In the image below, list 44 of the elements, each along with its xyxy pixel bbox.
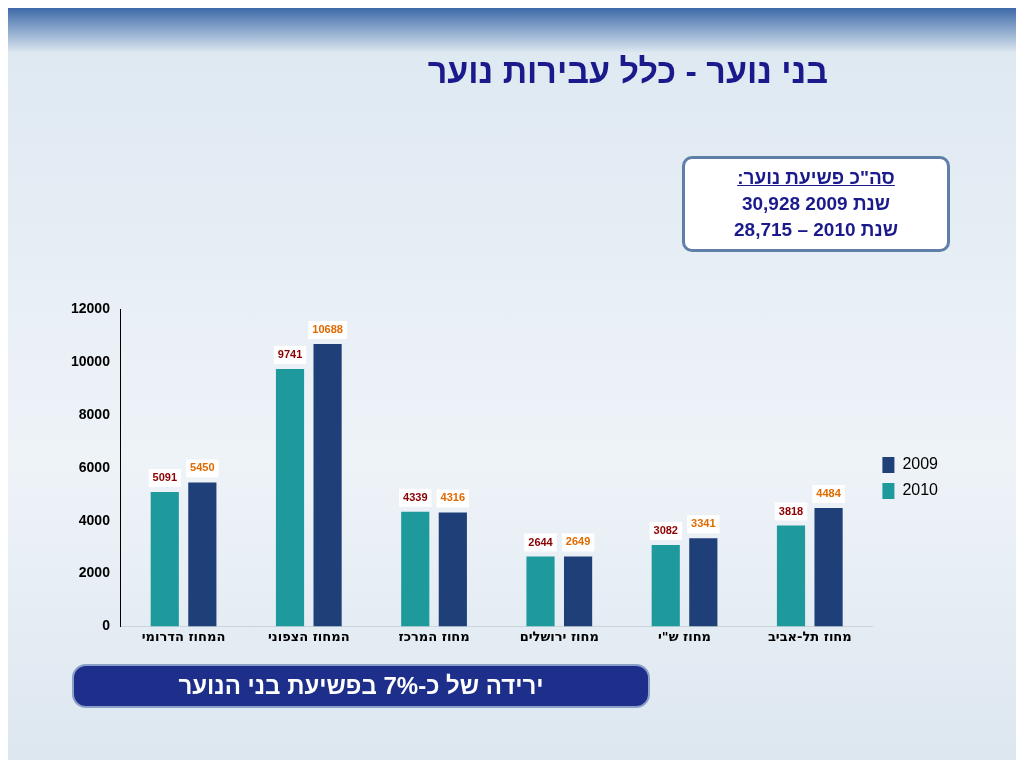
bar: [150, 491, 179, 627]
data-label: 3818: [778, 504, 804, 517]
x-tick-label: המחוז הדרומי: [141, 628, 226, 644]
data-label: 5450: [190, 461, 215, 474]
y-tick-label: 8000: [78, 405, 111, 422]
data-label: 10688: [312, 323, 343, 336]
bar: [563, 556, 593, 627]
bar: [689, 538, 718, 627]
bar: [275, 369, 305, 627]
y-tick-label: 10000: [70, 353, 111, 370]
data-label: 4484: [816, 486, 842, 499]
data-label: 9741: [277, 348, 303, 361]
x-tick-label: המחוז הצפוני: [267, 628, 350, 644]
bar: [188, 482, 217, 627]
bar: [651, 544, 680, 627]
bar: [401, 511, 430, 627]
bar: [776, 525, 806, 627]
data-label: 2644: [528, 535, 554, 548]
bar: [814, 507, 843, 627]
data-label: 3082: [653, 524, 678, 537]
text: סה"כ פשיעת נוער:: [736, 166, 896, 190]
bar: [313, 344, 342, 627]
y-tick-label: 6000: [78, 458, 111, 475]
text: ירידה של כ-7% בפשיעת בני הנוער: [72, 664, 650, 708]
data-label: 5091: [152, 470, 178, 483]
y-tick-label: 0: [102, 617, 111, 634]
legend-label: 2009: [902, 455, 939, 473]
y-tick-label: 12000: [70, 300, 111, 317]
x-tick-label: מחוז תל-אביב: [767, 628, 852, 644]
legend-label: 2010: [902, 481, 939, 499]
data-label: 4339: [403, 490, 428, 503]
text: שנת 2010 – 28,715: [733, 218, 899, 242]
x-tick-label: מחוז ש"י: [658, 628, 712, 644]
x-tick-label: מחוז המרכז: [398, 628, 470, 644]
data-label: 4316: [440, 491, 466, 504]
y-tick-label: 4000: [78, 511, 111, 528]
data-label: 2649: [565, 535, 591, 548]
text: שנת 2009 30,928: [740, 192, 892, 216]
chart-title: בני נוער - כלל עבירות נוער: [426, 52, 828, 91]
y-tick-label: 2000: [78, 564, 111, 581]
bar: [438, 512, 467, 627]
x-tick-label: מחוז ירושלים: [519, 628, 599, 644]
data-label: 3341: [691, 517, 716, 530]
bar: [526, 556, 555, 627]
